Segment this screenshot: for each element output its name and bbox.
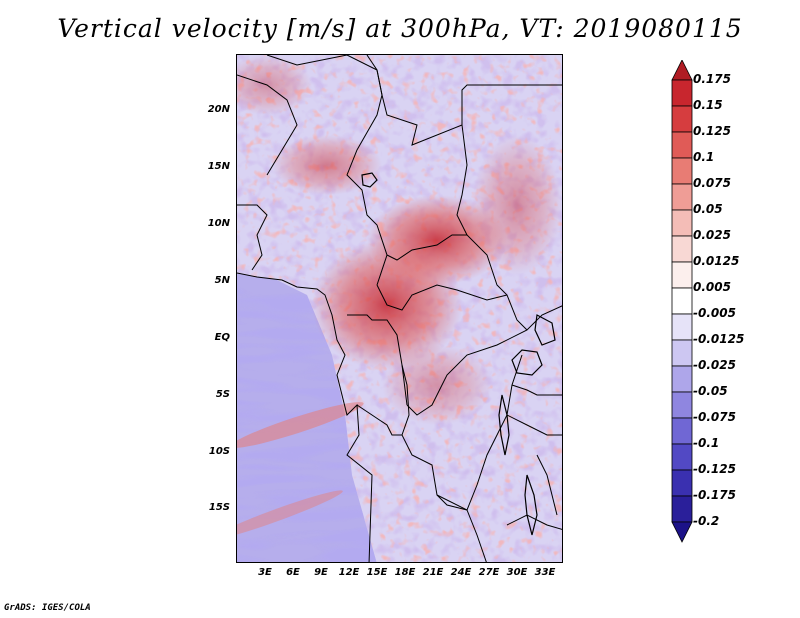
colorbar-level-label: 0.075 xyxy=(693,176,731,190)
lon-label-9e: 9E xyxy=(314,567,328,578)
colorbar-segment xyxy=(671,79,693,107)
colorbar-segment xyxy=(671,339,693,367)
colorbar-level-label: 0.15 xyxy=(693,98,723,112)
lat-label-5s: 5S xyxy=(215,389,230,400)
colorbar-level-label: -0.075 xyxy=(693,410,736,424)
lon-label-33e: 33E xyxy=(534,567,556,578)
lon-label-6e: 6E xyxy=(286,567,300,578)
lon-label-27e: 27E xyxy=(478,567,500,578)
colorbar-level-label: -0.05 xyxy=(693,384,728,398)
colorbar-segment xyxy=(671,365,693,393)
lon-label-30e: 30E xyxy=(506,567,528,578)
lon-label-18e: 18E xyxy=(394,567,416,578)
colorbar xyxy=(671,60,693,543)
colorbar-level-label: -0.175 xyxy=(693,488,736,502)
colorbar-segment xyxy=(671,443,693,471)
colorbar-level-label: 0.025 xyxy=(693,228,731,242)
lat-label-15s: 15S xyxy=(208,502,230,513)
colorbar-level-label: -0.2 xyxy=(693,514,720,528)
colorbar-level-label: -0.005 xyxy=(693,306,736,320)
colorbar-level-label: 0.125 xyxy=(693,124,731,138)
colorbar-segment xyxy=(671,235,693,263)
colorbar-segment xyxy=(671,495,693,523)
lat-label-10n: 10N xyxy=(207,218,230,229)
colorbar-segment xyxy=(671,183,693,211)
velocity-field xyxy=(237,55,562,562)
colorbar-segment xyxy=(671,287,693,315)
colorbar-level-label: -0.125 xyxy=(693,462,736,476)
colorbar-segment xyxy=(671,131,693,159)
colorbar-segment xyxy=(671,105,693,133)
grads-credit: GrADS: IGES/COLA xyxy=(4,603,91,613)
colorbar-level-label: 0.175 xyxy=(693,72,731,86)
colorbar-level-label: -0.1 xyxy=(693,436,720,450)
colorbar-level-label: 0.0125 xyxy=(693,254,740,268)
colorbar-level-label: 0.1 xyxy=(693,150,715,164)
lat-label-10s: 10S xyxy=(208,446,230,457)
lon-label-12e: 12E xyxy=(338,567,360,578)
lon-label-24e: 24E xyxy=(450,567,472,578)
colorbar-segment xyxy=(671,313,693,341)
colorbar-segment xyxy=(671,469,693,497)
lat-label-5n: 5N xyxy=(214,275,230,286)
colorbar-segment xyxy=(671,391,693,419)
colorbar-segment xyxy=(671,209,693,237)
map-title: Vertical velocity [m/s] at 300hPa, VT: 2… xyxy=(57,14,743,43)
lon-label-3e: 3E xyxy=(258,567,272,578)
lat-label-20n: 20N xyxy=(207,104,230,115)
colorbar-top-arrow xyxy=(671,60,693,81)
colorbar-level-label: -0.025 xyxy=(693,358,736,372)
lat-label-eq: EQ xyxy=(214,332,230,343)
map-panel xyxy=(236,54,563,563)
colorbar-segment xyxy=(671,417,693,445)
colorbar-bottom-arrow xyxy=(671,521,693,543)
lon-label-15e: 15E xyxy=(366,567,388,578)
lat-label-15n: 15N xyxy=(207,161,230,172)
colorbar-level-label: 0.05 xyxy=(693,202,723,216)
lon-label-21e: 21E xyxy=(422,567,444,578)
colorbar-segment xyxy=(671,157,693,185)
colorbar-level-label: 0.005 xyxy=(693,280,731,294)
colorbar-level-label: -0.0125 xyxy=(693,332,745,346)
colorbar-segment xyxy=(671,261,693,289)
